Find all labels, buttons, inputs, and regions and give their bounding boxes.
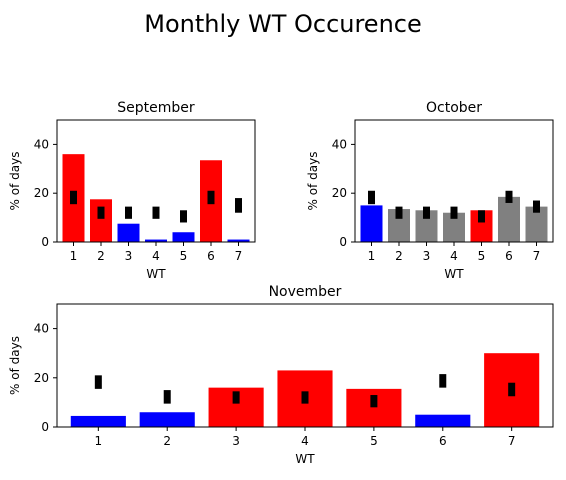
x-tick-label: 1 [70,249,78,263]
bar [415,210,438,242]
range-marker [505,190,513,203]
bar [227,239,250,242]
y-tick-label: 20 [332,186,347,200]
y-tick-label: 0 [41,420,49,434]
x-tick-label: 7 [533,249,541,263]
x-tick-label: 6 [207,249,215,263]
chart-september: 1 2 3 4 5 6 7 0 20 40 September WT % of days [8,100,256,281]
x-tick-label: 3 [423,249,431,263]
y-axis-label: % of days [8,336,22,395]
x-tick-label: 5 [370,434,378,448]
x-tick-label: 3 [125,249,133,263]
x-axis-label: WT [146,267,166,281]
bar [443,212,465,242]
range-marker [395,206,403,219]
bar [172,232,195,242]
chart-title: September [117,100,195,116]
range-marker [152,206,160,219]
bar [139,412,195,427]
range-marker [439,374,447,388]
range-marker [450,206,458,219]
range-marker [94,375,102,389]
x-tick-label: 1 [95,434,103,448]
x-tick-label: 4 [152,249,160,263]
range-marker [370,395,378,408]
y-tick-label: 20 [34,371,49,385]
y-tick-label: 0 [339,235,347,249]
bar [145,239,167,242]
x-tick-label: 7 [508,434,516,448]
y-axis-label: % of days [306,152,320,211]
bar [388,209,410,242]
range-marker [163,390,171,404]
x-tick-label: 6 [439,434,447,448]
bar [470,210,493,242]
bar [360,205,383,242]
x-tick-label: 1 [368,249,376,263]
axes-frame [56,119,256,243]
chart-title: October [426,100,482,116]
chart-november: 1 2 3 4 5 6 7 0 20 40 November WT % of days [8,284,554,466]
x-tick-label: 2 [163,434,171,448]
bar [117,223,140,242]
x-axis-label: WT [295,452,315,466]
figure-title: Monthly WT Occurence [144,10,422,38]
range-marker [235,198,242,213]
x-tick-label: 5 [180,249,188,263]
bar [70,415,126,427]
bar [90,199,112,242]
range-marker [478,210,485,223]
range-marker [508,382,516,397]
range-marker [533,200,540,213]
x-tick-label: 5 [478,249,486,263]
x-tick-label: 4 [450,249,458,263]
x-tick-label: 6 [505,249,513,263]
range-marker [70,190,77,205]
range-marker [232,391,240,404]
bar [525,206,548,242]
y-tick-label: 40 [332,137,347,151]
y-tick-label: 40 [34,322,49,336]
range-marker [423,206,430,219]
x-tick-label: 7 [235,249,243,263]
x-axis-label: WT [444,267,464,281]
range-marker [301,391,309,404]
y-axis-label: % of days [8,152,22,211]
y-tick-label: 40 [34,137,49,151]
range-marker [125,206,132,219]
bar [346,388,402,427]
range-marker [207,190,215,205]
range-marker [180,210,187,223]
range-marker [368,190,375,205]
y-tick-label: 0 [41,235,49,249]
bar [498,196,520,242]
x-tick-label: 2 [395,249,403,263]
x-tick-label: 2 [97,249,105,263]
x-tick-label: 3 [232,434,240,448]
chart-title: November [269,284,342,300]
range-marker [97,206,105,219]
bar [415,414,471,427]
y-tick-label: 20 [34,186,49,200]
chart-october: 1 2 3 4 5 6 7 0 20 40 October WT % of days [306,100,554,281]
x-tick-label: 4 [301,434,309,448]
